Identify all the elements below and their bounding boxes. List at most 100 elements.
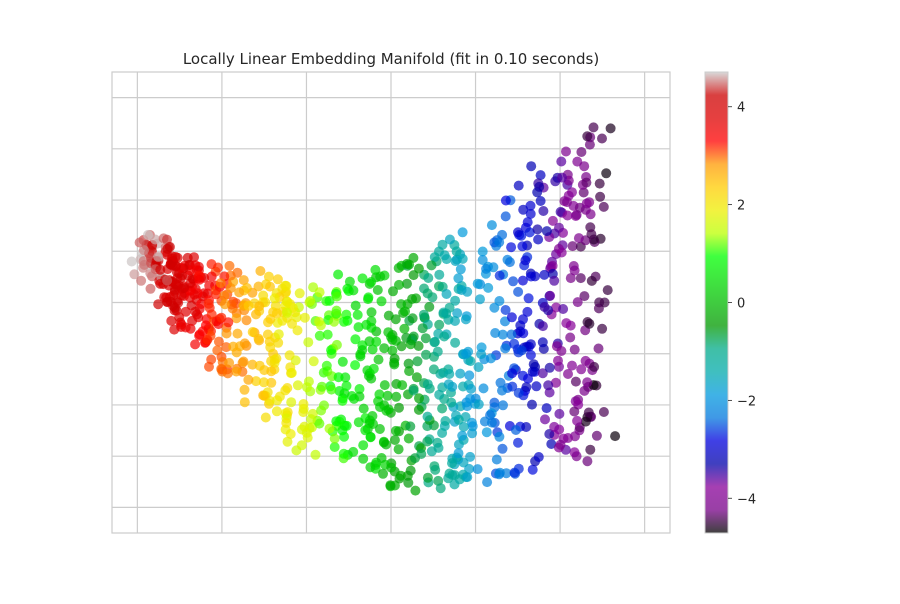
scatter-point	[225, 283, 236, 294]
scatter-point	[303, 376, 314, 387]
scatter-point	[450, 295, 461, 306]
scatter-point	[164, 241, 175, 252]
scatter-point	[553, 355, 563, 366]
scatter-point	[527, 399, 537, 410]
scatter-point	[546, 439, 557, 449]
scatter-point	[234, 287, 245, 298]
scatter-point	[308, 356, 319, 367]
scatter-point	[232, 328, 243, 339]
scatter-point	[541, 403, 552, 414]
scatter-point	[549, 275, 560, 286]
scatter-point	[239, 397, 250, 408]
scatter-point	[570, 376, 581, 387]
scatter-point	[213, 336, 224, 347]
scatter-point	[576, 147, 587, 157]
scatter-point	[450, 316, 460, 326]
scatter-point	[316, 405, 327, 416]
scatter-point	[243, 374, 254, 385]
scatter-point	[223, 317, 234, 328]
scatter-point	[253, 333, 264, 344]
scatter-point	[571, 451, 582, 462]
scatter-point	[581, 177, 592, 188]
scatter-point	[190, 339, 201, 350]
scatter-point	[266, 366, 277, 377]
scatter-point	[597, 133, 607, 144]
scatter-point	[451, 246, 462, 257]
scatter-point	[259, 390, 270, 401]
scatter-point	[407, 313, 418, 324]
scatter-point	[522, 306, 533, 317]
scatter-point	[368, 363, 379, 374]
colorbar-tick-label: 2	[737, 199, 745, 214]
scatter-point	[423, 273, 434, 283]
scatter-point	[437, 239, 448, 250]
scatter-point	[541, 226, 552, 237]
scatter-point	[344, 276, 355, 287]
scatter-point	[513, 227, 523, 238]
scatter-point	[200, 320, 211, 331]
scatter-point	[506, 312, 517, 323]
scatter-point	[549, 421, 560, 432]
scatter-point	[340, 372, 351, 383]
scatter-point	[585, 209, 596, 220]
scatter-point	[272, 274, 283, 285]
scatter-point	[506, 242, 517, 253]
scatter-point	[400, 306, 410, 317]
scatter-point	[561, 146, 571, 157]
scatter-point	[211, 289, 222, 300]
scatter-point	[494, 296, 505, 306]
scatter-point	[544, 429, 555, 439]
scatter-point	[176, 319, 187, 330]
scatter-point	[206, 354, 217, 365]
scatter-point	[467, 428, 478, 439]
scatter-point	[269, 293, 280, 304]
scatter-point	[285, 429, 296, 439]
scatter-point	[374, 389, 385, 400]
scatter-point	[520, 255, 531, 266]
scatter-point	[292, 325, 303, 336]
scatter-point	[563, 369, 573, 379]
scatter-point	[525, 208, 536, 219]
scatter-point	[349, 393, 359, 404]
scatter-point	[271, 308, 282, 319]
scatter-point	[509, 338, 520, 349]
scatter-point	[294, 288, 305, 299]
scatter-point	[405, 465, 416, 476]
scatter-point	[506, 329, 517, 340]
scatter-point	[507, 381, 518, 392]
scatter-point	[482, 477, 493, 488]
scatter-point	[331, 305, 342, 316]
scatter-point	[126, 256, 137, 267]
scatter-point	[591, 430, 602, 441]
scatter-point	[322, 329, 333, 340]
scatter-point	[348, 446, 359, 457]
scatter-point	[449, 470, 460, 481]
scatter-point	[180, 306, 191, 317]
scatter-point	[372, 285, 383, 295]
scatter-point	[518, 314, 528, 325]
scatter-point	[383, 404, 394, 415]
scatter-point	[286, 397, 297, 408]
scatter-point	[424, 301, 435, 312]
scatter-point	[194, 329, 205, 340]
scatter-point	[593, 343, 604, 354]
scatter-point	[403, 433, 414, 444]
scatter-point	[421, 349, 431, 360]
scatter-point	[535, 196, 546, 206]
scatter-point	[296, 440, 307, 451]
scatter-point	[422, 436, 433, 447]
scatter-point	[534, 181, 545, 192]
scatter-point	[523, 293, 534, 304]
scatter-point	[334, 416, 345, 427]
scatter-point	[477, 246, 488, 257]
scatter-point	[507, 368, 518, 379]
scatter-point	[303, 337, 314, 348]
scatter-point	[338, 448, 349, 459]
scatter-point	[414, 393, 424, 404]
scatter-point	[224, 357, 235, 368]
scatter-point	[513, 387, 524, 398]
scatter-point	[298, 399, 309, 409]
scatter-point	[476, 342, 487, 353]
scatter-point	[537, 337, 548, 348]
